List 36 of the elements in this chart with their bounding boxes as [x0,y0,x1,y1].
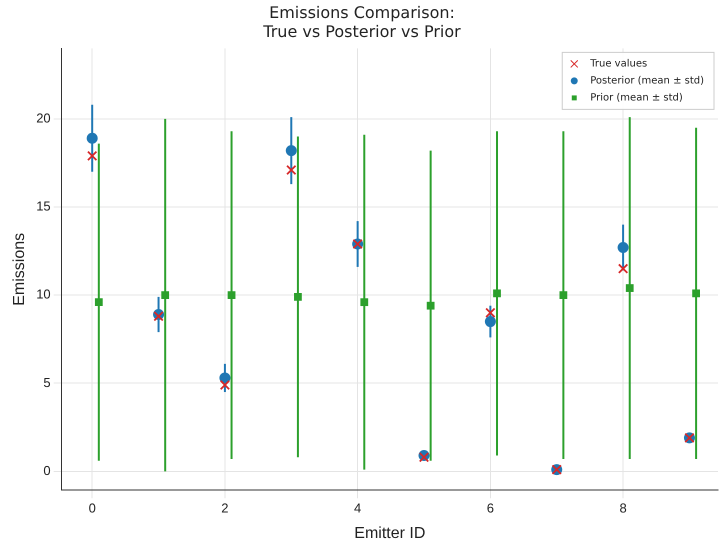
point [161,291,170,300]
x-tick-label: 8 [619,500,627,516]
x-tick-label: 6 [486,500,494,516]
point [220,380,230,390]
point [360,298,368,306]
point [286,145,297,156]
point [86,132,98,144]
chart-title: Emissions Comparison: True vs Posterior vs Prior [262,2,462,41]
point [418,452,430,462]
legend-label: Prior (mean ± std) [590,92,683,104]
point [426,302,435,310]
y-tick-label: 5 [43,374,51,390]
y-tick-label: 15 [36,198,51,214]
point [94,298,103,306]
y-tick-label: 10 [36,286,51,302]
x-tick-label: 4 [354,500,362,516]
x-axis-title: Emitter ID [354,524,426,542]
point [228,291,236,300]
point [484,316,496,328]
point [286,164,296,176]
y-axis-title: Emissions [11,232,28,306]
point [618,242,629,254]
y-tick-label: 0 [43,462,51,478]
y-tick-label: 20 [36,110,51,126]
point [618,264,628,274]
point [87,150,98,162]
point [626,284,634,292]
x-tick-label: 2 [221,500,229,516]
point [485,308,496,318]
point [692,289,700,298]
x-tick-label: 0 [88,500,96,516]
legend-label: Posterior (mean ± std) [590,75,704,86]
point [559,291,568,300]
point [493,289,501,298]
point [294,292,302,301]
legend-label: True values [589,58,648,70]
